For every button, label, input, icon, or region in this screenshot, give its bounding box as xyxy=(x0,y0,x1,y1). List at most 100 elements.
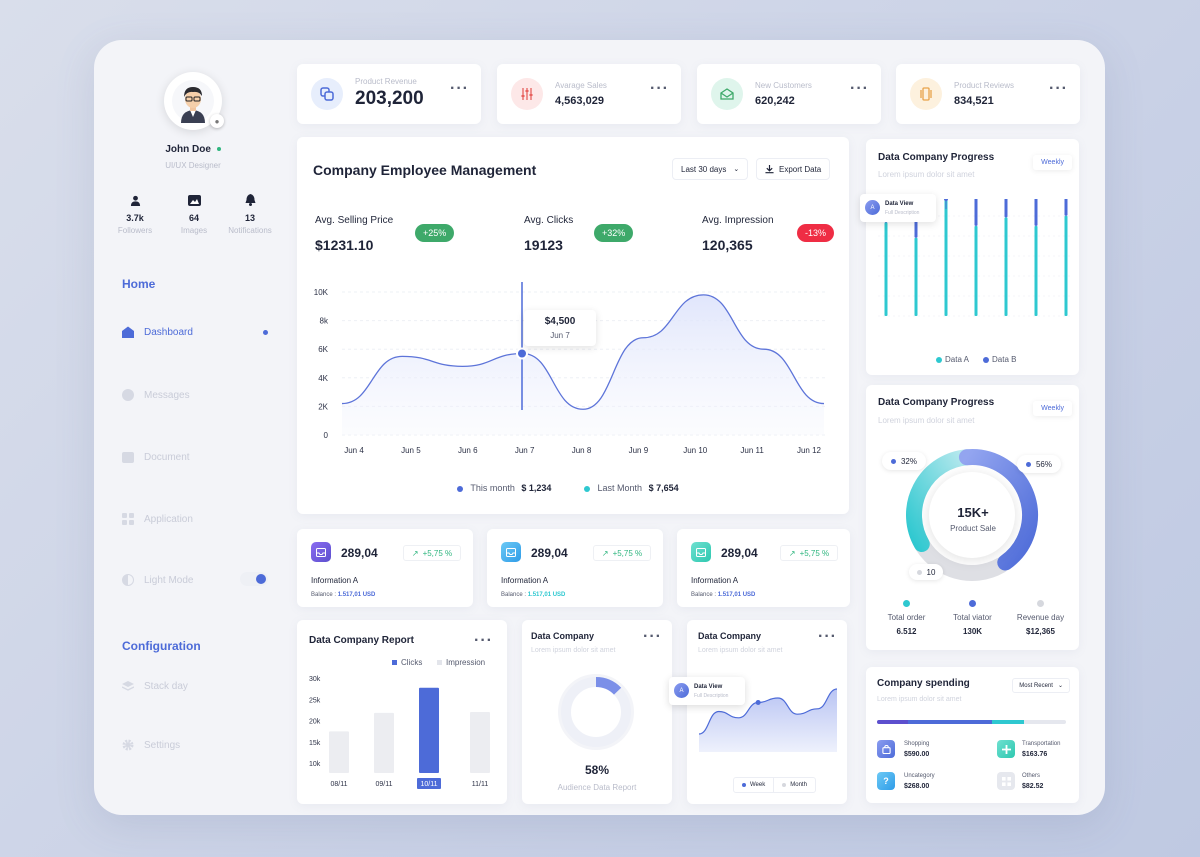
active-indicator-icon xyxy=(263,330,268,335)
filter-select[interactable]: Most Recent ⌄ xyxy=(1012,678,1070,693)
audience-label: Audience Data Report xyxy=(557,783,637,792)
x-tick-label: Jun 6 xyxy=(458,446,478,455)
sidebar-item-dashboard[interactable]: Dashboard xyxy=(122,326,193,338)
y-tick-label: 2K xyxy=(318,402,328,411)
avatar[interactable]: ● xyxy=(164,72,224,130)
metric-change-badge: -13% xyxy=(797,224,835,242)
dot-icon xyxy=(457,485,463,492)
more-icon[interactable]: ··· xyxy=(850,80,869,97)
sidebar-item-settings[interactable]: Settings xyxy=(122,739,180,751)
y-tick-label: 4K xyxy=(318,374,328,383)
stat-images[interactable]: 64 Images xyxy=(164,193,224,235)
card-subtitle: Lorem ipsum dolor sit amet xyxy=(878,416,975,425)
sidebar-item-document[interactable]: Document xyxy=(122,451,190,463)
bar-data-a xyxy=(884,222,888,316)
ring-center xyxy=(574,690,618,734)
metric-value: $1231.10 xyxy=(315,237,374,253)
card-title: Data Company xyxy=(698,631,762,641)
nav-section-home: Home xyxy=(122,277,156,291)
profile-name: John Doe xyxy=(165,144,211,155)
slice-label: 32% xyxy=(882,452,926,470)
y-tick-label: 30k xyxy=(309,676,321,683)
question-icon: ? xyxy=(877,772,895,790)
app-frame: ● John Doe UI/UX Designer 3.7k Followers… xyxy=(94,40,1105,815)
bar-data-a xyxy=(914,237,918,316)
dot-icon xyxy=(936,356,942,363)
weekly-toggle[interactable]: Weekly xyxy=(1033,155,1072,170)
data-company-area-chart[interactable] xyxy=(699,680,841,752)
card-subtitle: Lorem ipsum dolor sit amet xyxy=(877,696,962,703)
main-area-chart[interactable]: 10K 8k 6K 4K 2K 0 Jun 4 Jun 5 Jun 6 Jun 7 Jun 8 Jun… xyxy=(297,282,849,462)
tab-week[interactable]: Week xyxy=(734,778,773,792)
more-icon[interactable]: ··· xyxy=(1049,80,1068,97)
y-tick-label: 0 xyxy=(324,431,329,440)
legend-data-a: Data A xyxy=(936,355,969,364)
donut-center-label: Product Sale xyxy=(950,524,996,533)
more-icon[interactable]: ··· xyxy=(650,80,669,97)
slice-blue xyxy=(958,449,1038,571)
kpi-product-reviews[interactable]: Product Reviews 834,521 ··· xyxy=(896,64,1080,124)
export-data-button[interactable]: Export Data xyxy=(756,158,831,180)
grid-icon xyxy=(122,513,134,525)
light-mode-toggle[interactable] xyxy=(240,572,268,586)
metric-label: Avg. Impression xyxy=(702,215,774,226)
gear-icon xyxy=(122,739,134,751)
kpi-product-revenue[interactable]: Product Revenue 203,200 ··· xyxy=(297,64,481,124)
x-tick-label: Jun 7 xyxy=(515,446,535,455)
ring-progress xyxy=(561,677,631,747)
tab-month[interactable]: Month xyxy=(773,778,815,792)
stat-followers[interactable]: 3.7k Followers xyxy=(105,193,165,235)
bar-clicks xyxy=(329,731,349,773)
more-icon[interactable]: ··· xyxy=(643,628,662,645)
sidebar-item-stack-day[interactable]: Stack day xyxy=(122,680,188,692)
bell-icon xyxy=(220,193,280,207)
marker-point xyxy=(944,199,948,201)
progress-donut-card: Data Company Progress Lorem ipsum dolor … xyxy=(866,385,1079,650)
mail-icon xyxy=(711,78,743,110)
report-bar-chart[interactable]: 30k 25k 20k 15k 10k 08/11 09/11 10/11 11/11 xyxy=(297,670,507,795)
bar-clicks xyxy=(374,712,394,773)
card-title: Data Company xyxy=(531,631,595,641)
bar-data-b xyxy=(1004,199,1008,218)
change-badge: ↗ +5,75 % xyxy=(403,545,461,561)
hover-point xyxy=(755,700,761,705)
transport-icon xyxy=(997,740,1015,758)
date-range-select[interactable]: Last 30 days ⌄ xyxy=(672,158,749,180)
card-subtitle: Lorem ipsum dolor sit amet xyxy=(878,170,975,179)
card-title: Data Company Report xyxy=(309,635,415,646)
selected-tick-bg xyxy=(417,778,441,789)
data-view-popup: A Data View Full Description xyxy=(860,194,936,222)
sidebar-item-light-mode[interactable]: Light Mode xyxy=(122,574,193,586)
more-icon[interactable]: ··· xyxy=(474,632,493,649)
weekly-toggle[interactable]: Weekly xyxy=(1033,401,1072,416)
donut-chart[interactable] xyxy=(866,440,1079,590)
more-icon[interactable]: ··· xyxy=(818,628,837,645)
stat-notifications[interactable]: 13 Notifications xyxy=(220,193,280,235)
kpi-average-sales[interactable]: Avarage Sales 4,563,029 ··· xyxy=(497,64,681,124)
home-icon xyxy=(122,326,134,338)
change-badge: ↗ +5,75 % xyxy=(780,545,838,561)
dot-icon xyxy=(969,600,976,607)
kpi-new-customers[interactable]: New Customers 620,242 ··· xyxy=(697,64,881,124)
info-card[interactable]: 289,04 ↗ +5,75 % Information A Balance : … xyxy=(487,529,663,607)
audience-progress-ring xyxy=(558,674,634,750)
donut-stat-total-order: Total order 6.512 xyxy=(874,600,939,636)
sidebar-item-application[interactable]: Application xyxy=(122,513,193,525)
user-badge-icon[interactable]: ● xyxy=(210,114,224,128)
more-icon[interactable]: ··· xyxy=(450,80,469,97)
info-card[interactable]: 289,04 ↗ +5,75 % Information A Balance : … xyxy=(297,529,473,607)
area-fill xyxy=(699,689,837,752)
x-tick-label: Jun 10 xyxy=(683,446,708,455)
cards-icon xyxy=(910,78,942,110)
layers-icon xyxy=(122,680,134,692)
chevron-down-icon: ⌄ xyxy=(733,166,740,173)
info-card[interactable]: 289,04 ↗ +5,75 % Information A Balance : … xyxy=(677,529,850,607)
outer-ring xyxy=(558,674,634,750)
x-tick-label: 08/11 xyxy=(331,781,348,788)
user-icon xyxy=(105,193,165,207)
bar-clicks xyxy=(470,711,490,773)
x-tick-label: 11/11 xyxy=(472,781,489,788)
dot-icon xyxy=(1037,600,1044,607)
sidebar-item-messages[interactable]: Messages xyxy=(122,389,190,401)
y-tick-label: 8k xyxy=(320,317,329,326)
